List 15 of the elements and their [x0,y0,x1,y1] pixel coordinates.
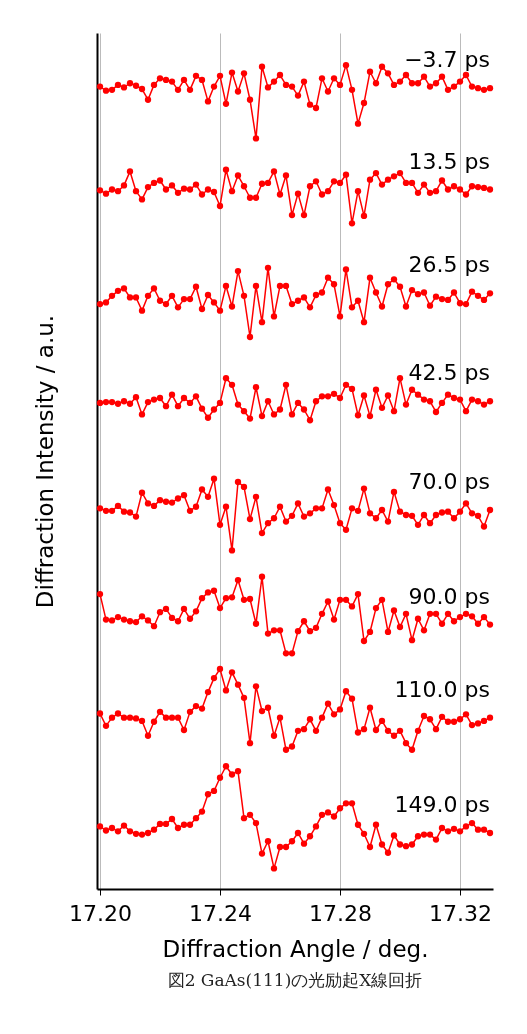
y-axis-title: Diffraction Intensity / a.u. [31,314,58,609]
x-tick-label: 17.32 [429,900,492,926]
series-label: 42.5 ps [408,360,490,386]
series-label: −3.7 ps [404,47,490,73]
series-label: 13.5 ps [408,148,490,174]
series-label: 110.0 ps [394,676,490,702]
x-tick-label: 17.24 [189,900,252,926]
series-label: 90.0 ps [408,583,490,609]
series-label: 149.0 ps [394,791,490,817]
series-label: 26.5 ps [408,252,490,278]
series-label: 70.0 ps [408,469,490,495]
caption: 図2 GaAs(111)の光励起X線回折 [167,970,423,990]
x-tick-label: 17.28 [309,900,372,926]
x-axis-title: Diffraction Angle / deg. [162,935,429,962]
x-tick-label: 17.20 [69,900,132,926]
